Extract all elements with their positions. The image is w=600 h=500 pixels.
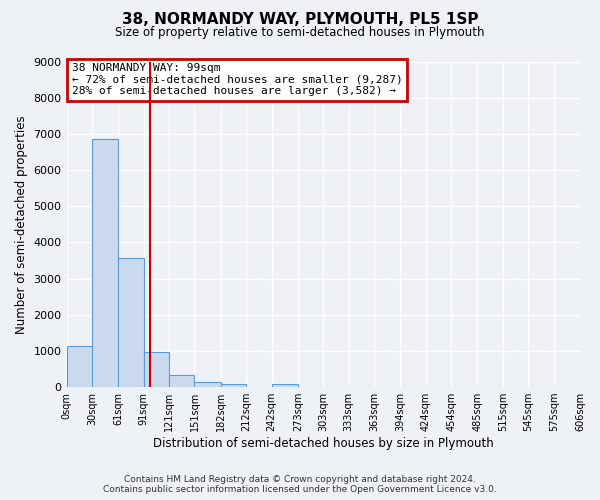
Bar <box>92 138 118 387</box>
Bar <box>118 258 143 387</box>
Bar <box>169 375 194 387</box>
X-axis label: Distribution of semi-detached houses by size in Plymouth: Distribution of semi-detached houses by … <box>153 437 494 450</box>
Text: Size of property relative to semi-detached houses in Plymouth: Size of property relative to semi-detach… <box>115 26 485 39</box>
Bar <box>272 384 298 387</box>
Text: 38 NORMANDY WAY: 99sqm
← 72% of semi-detached houses are smaller (9,287)
28% of : 38 NORMANDY WAY: 99sqm ← 72% of semi-det… <box>71 63 403 96</box>
Bar <box>143 352 169 387</box>
Text: 38, NORMANDY WAY, PLYMOUTH, PL5 1SP: 38, NORMANDY WAY, PLYMOUTH, PL5 1SP <box>122 12 478 28</box>
Bar <box>221 384 246 387</box>
Y-axis label: Number of semi-detached properties: Number of semi-detached properties <box>15 115 28 334</box>
Bar <box>194 382 221 387</box>
Text: Contains HM Land Registry data © Crown copyright and database right 2024.
Contai: Contains HM Land Registry data © Crown c… <box>103 474 497 494</box>
Bar <box>67 346 92 387</box>
